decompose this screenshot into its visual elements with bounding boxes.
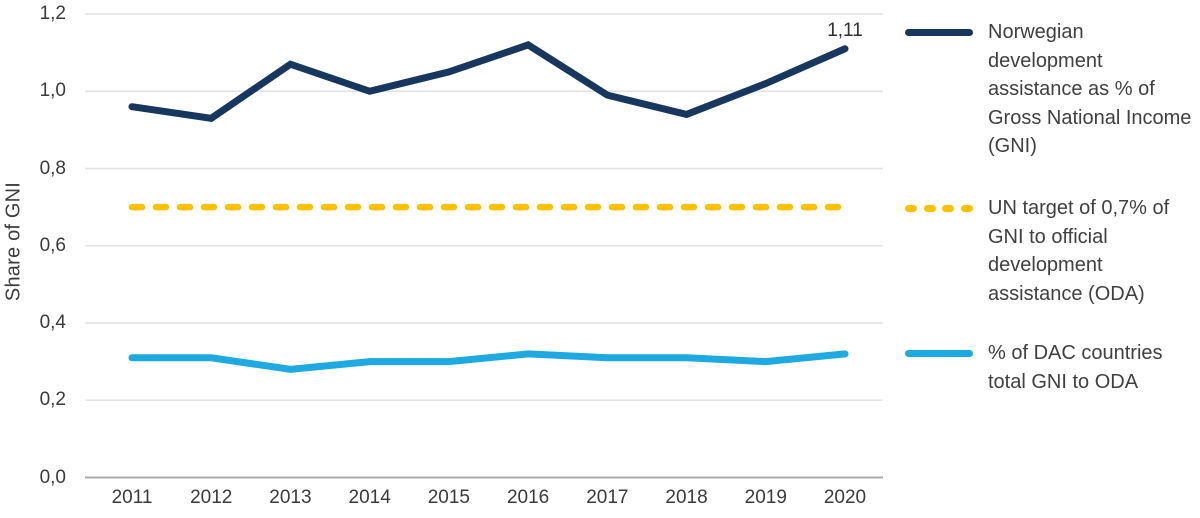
legend-entry-un-target: UN target of 0,7% of GNI to official dev… bbox=[905, 194, 1193, 308]
legend: Norwegian development assistance as % of… bbox=[905, 0, 1200, 518]
series-line-0 bbox=[128, 41, 849, 122]
legend-label-un-target: UN target of 0,7% of GNI to official dev… bbox=[988, 197, 1170, 305]
legend-label-dac-countries: % of DAC countries total GNI to ODA bbox=[988, 342, 1163, 393]
x-tick-label: 2015 bbox=[427, 487, 471, 508]
x-tick-label: 2013 bbox=[269, 487, 312, 508]
x-tick-label: 2019 bbox=[744, 487, 787, 508]
legend-entry-dac-countries: % of DAC countries total GNI to ODA bbox=[905, 339, 1193, 396]
y-tick-label: 0,8 bbox=[39, 157, 66, 179]
y-tick-label: 1,2 bbox=[39, 3, 66, 24]
data-label-2020: 1,11 bbox=[827, 19, 863, 41]
data-series-lines bbox=[128, 41, 849, 373]
legend-entry-norwegian-assistance: Norwegian development assistance as % of… bbox=[905, 18, 1193, 161]
gridlines bbox=[85, 13, 883, 479]
legend-label-norwegian-assistance: Norwegian development assistance as % of… bbox=[988, 21, 1192, 157]
y-tick-label: 1,0 bbox=[39, 80, 66, 102]
x-tick-label: 2011 bbox=[111, 487, 153, 508]
x-tick-label: 2016 bbox=[506, 487, 550, 508]
legend-swatch-navy-line-icon bbox=[905, 29, 973, 36]
y-tick-label: 0,0 bbox=[39, 466, 66, 488]
series-line-2 bbox=[128, 350, 849, 373]
x-tick-label: 2020 bbox=[823, 487, 867, 508]
x-tick-label: 2014 bbox=[348, 487, 391, 508]
x-tick-label: 2018 bbox=[665, 487, 708, 508]
plot-area bbox=[85, 13, 883, 479]
x-tick-label: 2012 bbox=[190, 487, 233, 508]
y-tick-label: 0,6 bbox=[39, 234, 66, 256]
x-tick-label: 2017 bbox=[586, 487, 629, 508]
legend-swatch-lightblue-line-icon bbox=[905, 350, 973, 357]
y-tick-label: 0,4 bbox=[39, 312, 66, 333]
y-tick-label: 0,2 bbox=[39, 389, 66, 411]
legend-swatch-yellow-dashed-line-icon bbox=[905, 205, 973, 212]
